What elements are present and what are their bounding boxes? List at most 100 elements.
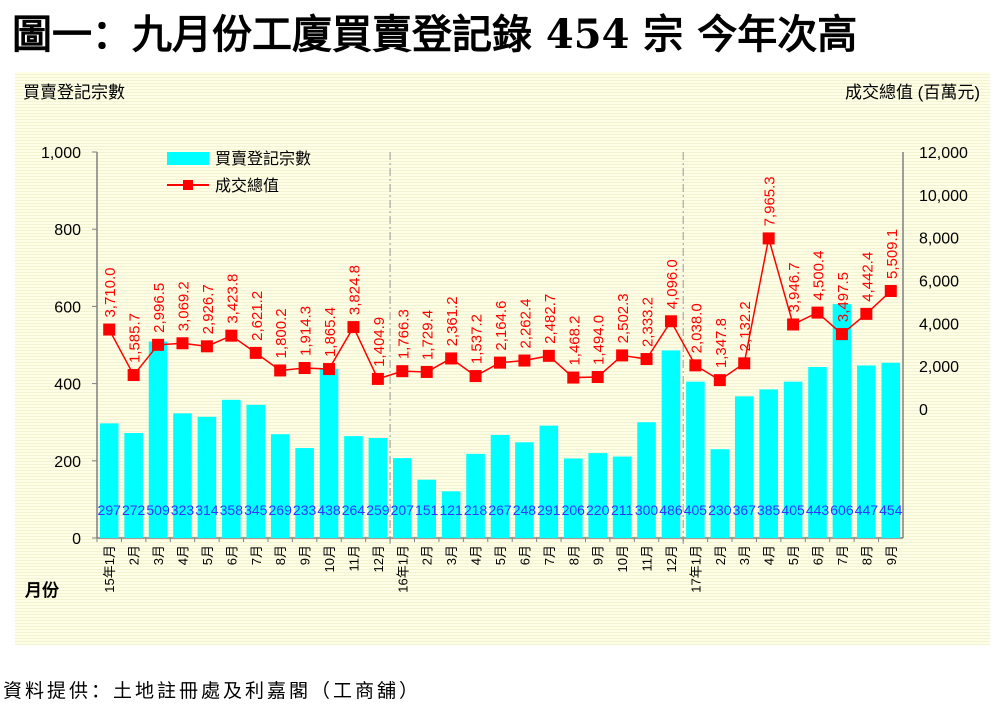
x-tick-label: 12月 — [371, 545, 386, 572]
bar-value-label: 207 — [391, 502, 415, 518]
bar — [368, 438, 388, 538]
bar — [197, 416, 217, 538]
line-value-label: 1,468.2 — [566, 316, 583, 366]
bar — [441, 491, 461, 538]
x-tick-label: 12月 — [664, 545, 679, 572]
right-tick-label: 0 — [919, 402, 928, 419]
line-marker — [860, 307, 873, 320]
line-marker — [469, 370, 482, 383]
line-value-label: 2,333.2 — [640, 297, 657, 347]
bar-value-label: 606 — [830, 502, 854, 518]
bar-value-label: 443 — [806, 502, 830, 518]
line-marker — [835, 328, 848, 341]
bar-value-label: 438 — [317, 502, 341, 518]
x-tick-label: 3月 — [444, 545, 459, 565]
right-tick-label: 2,000 — [919, 359, 959, 376]
x-tick-label: 7月 — [249, 545, 264, 565]
bar-value-label: 233 — [293, 502, 317, 518]
bar-value-label: 220 — [586, 502, 610, 518]
bar-value-label: 323 — [171, 502, 195, 518]
legend: 買賣登記宗數 成交總值 — [167, 150, 311, 195]
bar-value-label: 367 — [733, 502, 757, 518]
x-tick-label: 4月 — [175, 545, 190, 565]
x-tick-label: 10月 — [322, 545, 337, 572]
x-tick-label: 2月 — [127, 545, 142, 565]
x-tick-label: 6月 — [811, 545, 826, 565]
line-marker — [298, 362, 311, 375]
line-value-label: 1,766.3 — [395, 309, 412, 359]
bar — [832, 304, 852, 538]
bar — [490, 434, 510, 538]
x-tick-label: 5月 — [493, 545, 508, 565]
bar — [319, 368, 339, 538]
legend-line-label: 成交總值 — [215, 177, 279, 195]
bar — [881, 362, 901, 538]
bar-value-label: 272 — [122, 502, 146, 518]
line-value-label: 3,710.0 — [102, 267, 119, 317]
line-marker — [762, 232, 775, 245]
bar-value-label: 300 — [635, 502, 659, 518]
right-axis-label: 成交總值 (百萬元) — [845, 83, 980, 102]
x-tick-label: 8月 — [273, 545, 288, 565]
bar-value-label: 267 — [488, 502, 512, 518]
line-value-label: 1,865.4 — [322, 307, 339, 357]
line-marker — [811, 306, 824, 319]
line-marker — [347, 321, 360, 334]
chart: 買賣登記宗數 成交總值 (百萬元) 月份 0 200 400 600 800 1,000 0… — [23, 83, 980, 600]
left-tick-label: 400 — [54, 377, 81, 394]
left-tick-label: 1,000 — [41, 145, 81, 162]
line-value-label: 1,729.4 — [420, 310, 437, 360]
bar-value-label: 509 — [146, 502, 170, 518]
bar — [344, 436, 363, 538]
line-marker — [518, 354, 531, 367]
line-value-label: 4,442.4 — [859, 252, 876, 302]
line-value-label: 2,361.2 — [444, 296, 461, 346]
x-tick-label: 8月 — [859, 545, 874, 565]
bar — [539, 425, 559, 538]
bar — [734, 396, 754, 538]
line-value-label: 1,404.9 — [371, 317, 388, 367]
line-value-label: 1,537.2 — [469, 314, 486, 364]
line-marker — [689, 359, 702, 372]
bar — [710, 449, 730, 538]
bar-value-label: 405 — [781, 502, 805, 518]
bar-value-label: 269 — [269, 502, 293, 518]
bar-value-label: 291 — [537, 502, 561, 518]
line-marker — [225, 329, 238, 342]
x-tick-label: 11月 — [346, 545, 361, 572]
x-tick-label: 2月 — [420, 545, 435, 565]
line-value-label: 3,946.7 — [786, 262, 803, 312]
bar-value-label: 121 — [439, 502, 463, 518]
line-marker — [567, 371, 580, 384]
bar — [661, 350, 681, 538]
legend-bar-label: 買賣登記宗數 — [215, 150, 311, 168]
line-marker — [738, 357, 751, 370]
bar-value-label: 297 — [98, 502, 122, 518]
bar-value-label: 486 — [659, 502, 683, 518]
line-marker — [664, 315, 677, 328]
line-marker — [127, 369, 140, 382]
line-value-label: 2,996.5 — [151, 283, 168, 333]
line-marker — [152, 338, 165, 351]
line-marker — [787, 318, 800, 331]
legend-line-marker — [183, 180, 193, 190]
bar-value-label: 248 — [513, 502, 537, 518]
line-value-label: 2,038.0 — [688, 303, 705, 353]
left-tick-label: 600 — [54, 299, 81, 316]
x-tick-label: 6月 — [224, 545, 239, 565]
source-note: 資料提供：土地註冊處及利嘉閣（工商舖） — [3, 681, 422, 702]
x-tick-label: 8月 — [566, 545, 581, 565]
line-marker — [103, 323, 116, 336]
bar-value-label: 314 — [195, 502, 219, 518]
bar-value-label: 264 — [342, 502, 366, 518]
line-value-label: 3,824.8 — [346, 265, 363, 315]
bar-value-label: 151 — [415, 502, 439, 518]
bar — [99, 423, 119, 538]
x-tick-label: 9月 — [298, 545, 313, 565]
bar — [588, 453, 607, 538]
chart-panel: 買賣登記宗數 成交總值 (百萬元) 月份 0 200 400 600 800 1,000 0… — [15, 72, 990, 645]
bar — [270, 434, 290, 538]
left-axis-label: 買賣登記宗數 — [23, 83, 125, 102]
x-tick-label: 9月 — [591, 545, 606, 565]
x-tick-label: 5月 — [200, 545, 215, 565]
